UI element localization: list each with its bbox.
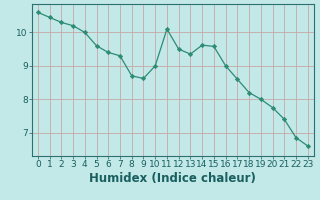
X-axis label: Humidex (Indice chaleur): Humidex (Indice chaleur) xyxy=(89,172,256,185)
